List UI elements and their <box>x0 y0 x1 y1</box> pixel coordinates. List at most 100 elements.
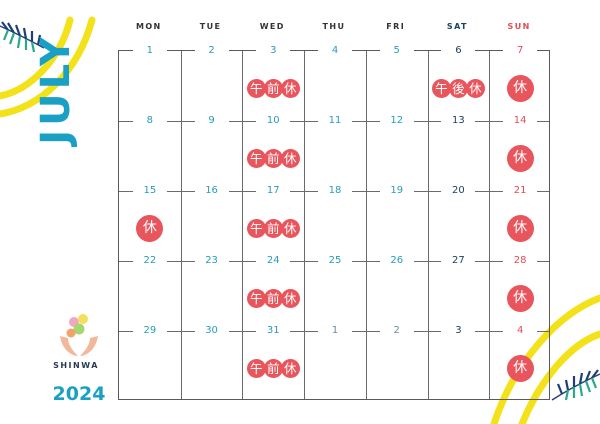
day-number: 11 <box>318 115 352 127</box>
logo-yellow-dot <box>78 314 88 324</box>
day-off-badge: 休 <box>506 284 534 312</box>
logo-orange-dot <box>66 328 76 338</box>
badge-character: 前 <box>263 148 283 168</box>
weekday-mon: MON <box>136 22 162 31</box>
badge-character: 午 <box>431 78 451 98</box>
bottom-right-yellow-arcs <box>490 294 600 424</box>
grid-column-line <box>242 51 244 399</box>
badge-character: 休 <box>280 358 300 378</box>
day-number: 29 <box>132 325 167 337</box>
badge-character: 午 <box>246 148 266 168</box>
day-number: 24 <box>256 255 291 267</box>
badge-character: 午 <box>246 288 266 308</box>
day-number: 7 <box>503 45 538 57</box>
day-number: 2 <box>379 325 414 337</box>
day-number: 31 <box>256 325 291 337</box>
badge-character: 休 <box>506 214 534 242</box>
badge-character: 前 <box>263 358 283 378</box>
badge-character: 前 <box>263 288 283 308</box>
weekday-tue: TUE <box>199 22 222 31</box>
day-number: 16 <box>194 185 229 197</box>
calendar-grid: 1 2 3 午前休 4 5 6 午後休 7 休 8 9 10 午前休 11 12 13 14 休 15 休 16 17 午前休… <box>118 45 550 400</box>
day-number: 26 <box>379 255 414 267</box>
day-number: 4 <box>318 45 352 57</box>
day-number: 21 <box>503 185 538 197</box>
logo-green-dot <box>73 323 85 335</box>
day-number: 25 <box>318 255 352 267</box>
badge-character: 前 <box>263 218 283 238</box>
grid-column-line <box>427 51 429 399</box>
day-off-badge: 休 <box>506 74 534 102</box>
day-off-badge: 休 <box>136 214 164 242</box>
day-off-badge: 休 <box>506 214 534 242</box>
badge-character: 休 <box>506 284 534 312</box>
badge-character: 休 <box>280 288 300 308</box>
day-number: 1 <box>318 325 352 337</box>
badge-character: 休 <box>280 148 300 168</box>
top-left-yellow-arcs <box>0 16 96 118</box>
day-number: 6 <box>441 45 476 57</box>
badge-character: 後 <box>448 78 468 98</box>
day-number: 5 <box>379 45 414 57</box>
day-number: 4 <box>503 325 538 337</box>
day-number: 3 <box>256 45 291 57</box>
brand-name: SHINWA <box>53 361 99 370</box>
day-number: 12 <box>379 115 414 127</box>
day-number: 19 <box>379 185 414 197</box>
badge-character: 休 <box>136 214 164 242</box>
badge-character: 前 <box>263 78 283 98</box>
badge-character: 午 <box>246 358 266 378</box>
day-off-badge: 休 <box>506 354 534 382</box>
month-title: JULY <box>33 33 79 145</box>
grid-column-line <box>304 51 306 399</box>
day-number: 15 <box>132 185 167 197</box>
day-off-badge: 休 <box>506 144 534 172</box>
half-day-off-badge: 午前休 <box>246 288 300 308</box>
day-number: 8 <box>132 115 167 127</box>
weekday-sat: SAT <box>446 22 468 31</box>
day-number: 9 <box>194 115 229 127</box>
badge-character: 午 <box>246 78 266 98</box>
day-number: 23 <box>194 255 229 267</box>
day-number: 17 <box>256 185 291 197</box>
badge-character: 休 <box>506 354 534 382</box>
logo-left-hand <box>60 336 78 356</box>
bottom-right-palm-leaf-icon <box>551 369 600 401</box>
badge-character: 休 <box>280 78 300 98</box>
day-number: 27 <box>441 255 476 267</box>
day-number: 22 <box>132 255 167 267</box>
day-number: 13 <box>441 115 476 127</box>
weekday-wed: WED <box>259 22 285 31</box>
badge-character: 休 <box>506 74 534 102</box>
weekday-sun: SUN <box>507 22 531 31</box>
weekday-fri: FRI <box>386 22 406 31</box>
top-left-palm-leaf-icon <box>0 21 45 53</box>
weekday-thu: THU <box>322 22 346 31</box>
half-day-off-badge: 午前休 <box>246 78 300 98</box>
logo-right-hand <box>80 336 98 356</box>
half-day-off-badge: 午前休 <box>246 218 300 238</box>
badge-character: 休 <box>506 144 534 172</box>
day-number: 1 <box>132 45 167 57</box>
badge-character: 休 <box>465 78 485 98</box>
day-number: 10 <box>256 115 291 127</box>
grid-column-line <box>180 51 182 399</box>
badge-character: 休 <box>280 218 300 238</box>
day-number: 14 <box>503 115 538 127</box>
weekday-header-row: MON TUE WED THU FRI SAT SUN <box>118 22 550 36</box>
day-number: 3 <box>441 325 476 337</box>
day-number: 20 <box>441 185 476 197</box>
day-number: 28 <box>503 255 538 267</box>
grid-column-line <box>365 51 367 399</box>
half-day-off-badge: 午後休 <box>431 78 485 98</box>
day-number: 30 <box>194 325 229 337</box>
day-number: 18 <box>318 185 352 197</box>
badge-character: 午 <box>246 218 266 238</box>
day-number: 2 <box>194 45 229 57</box>
half-day-off-badge: 午前休 <box>246 358 300 378</box>
grid-column-line <box>489 51 491 399</box>
shinwa-logo <box>60 314 98 356</box>
calendar-year: 2024 <box>52 383 106 405</box>
